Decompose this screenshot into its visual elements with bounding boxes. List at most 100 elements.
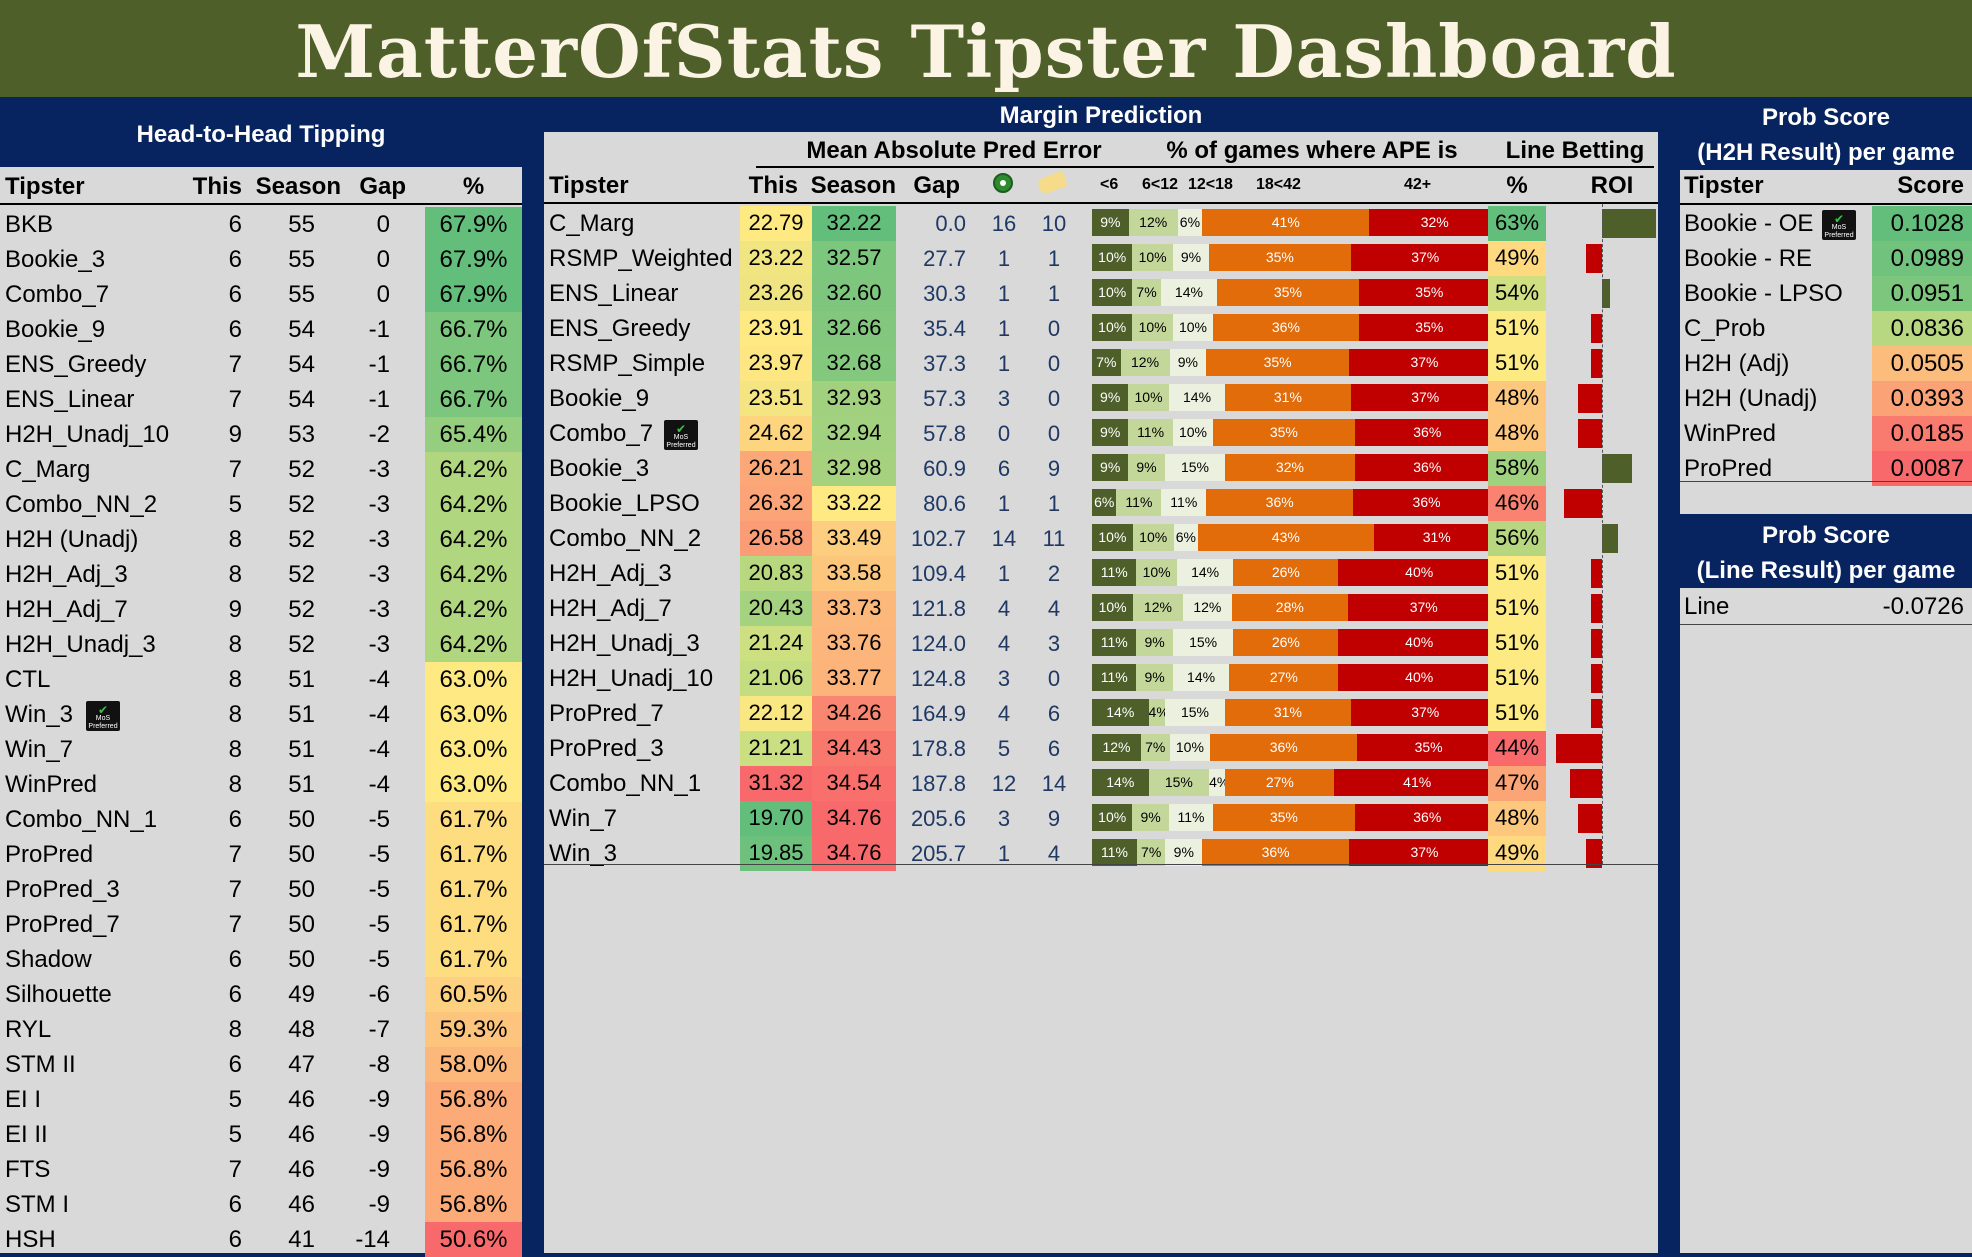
h2h-table-row: RYL 8 48 -7 59.3%: [0, 1012, 522, 1047]
ape-segment: 36%: [1210, 734, 1358, 761]
h2h-table-row: H2H (Unadj) 8 52 -3 64.2%: [0, 522, 522, 557]
roi-negative-bar: [1591, 314, 1602, 343]
ape-segment: 10%: [1172, 419, 1214, 446]
h2h-pct: 61.7%: [425, 872, 522, 907]
margin-tipster: Combo_NN_1: [549, 770, 702, 797]
checkmark-icon: ✔: [1833, 212, 1845, 226]
h2h-pct: 63.0%: [425, 767, 522, 802]
margin-tipster: Combo_NN_2: [549, 525, 702, 552]
thumbs-count: 6: [1047, 701, 1061, 726]
ape-segment: 35%: [1206, 349, 1350, 376]
correct-margin-count: 16: [991, 211, 1017, 236]
h2h-pct: 56.8%: [425, 1082, 522, 1117]
ape-segment: 4%: [1148, 699, 1165, 726]
mape-this: 19.85: [740, 836, 812, 871]
h2h-season: 50: [288, 841, 315, 868]
roi-negative-bar: [1591, 629, 1602, 658]
mape-this: 20.83: [740, 556, 812, 591]
margin-tipster: C_Marg: [549, 210, 635, 237]
h2h-this: 8: [228, 736, 242, 763]
prob-header-rule: [1680, 203, 1972, 205]
ape-segment: 36%: [1202, 839, 1350, 866]
line-pct: 51%: [1488, 696, 1546, 731]
h2h-gap: -5: [368, 806, 390, 833]
dashboard-title: MatterOfStats Tipster Dashboard: [295, 9, 1677, 94]
ape-segment: 10%: [1092, 524, 1133, 551]
h2h-col-pct: %: [462, 173, 485, 200]
h2h-season: 41: [288, 1226, 315, 1253]
mape-gap: 57.8: [923, 421, 966, 446]
mape-season: 32.68: [812, 346, 896, 381]
prob-h2h-title-line2: (H2H Result) per game: [1697, 139, 1955, 166]
h2h-tipster: ProPred: [5, 841, 94, 868]
h2h-season: 53: [288, 421, 315, 448]
h2h-tipster: ENS_Greedy: [5, 351, 147, 378]
correct-margin-count: 1: [997, 316, 1011, 341]
ape-segment: 9%: [1172, 244, 1210, 271]
mape-gap: 109.4: [910, 561, 966, 586]
h2h-gap: 0: [376, 211, 390, 238]
h2h-gap: -14: [355, 1226, 390, 1253]
h2h-season: 46: [288, 1191, 315, 1218]
margin-table-row: H2H_Adj_3 20.83 33.58 109.4 1 2 11% 10% 14% 26% 40…: [544, 556, 1658, 591]
h2h-pct: 64.2%: [425, 592, 522, 627]
line-pct: 48%: [1488, 416, 1546, 451]
ape-segment: 9%: [1132, 804, 1169, 831]
h2h-tipster: H2H_Adj_3: [5, 561, 128, 588]
ape-segment: 35%: [1357, 734, 1500, 761]
h2h-tipster: Silhouette: [5, 981, 112, 1008]
h2h-this: 8: [228, 561, 242, 588]
h2h-season: 47: [288, 1051, 315, 1078]
ape-segment: 10%: [1092, 279, 1133, 306]
prob-h2h-title-line1: Prob Score: [1761, 104, 1891, 131]
ape-segment: 31%: [1225, 384, 1351, 411]
checkmark-icon: ✔: [97, 703, 109, 717]
thumbs-up-icon: [1036, 170, 1068, 196]
mape-season: 32.66: [812, 311, 896, 346]
ape-segment: 10%: [1092, 804, 1133, 831]
ape-segment: 36%: [1206, 489, 1354, 516]
h2h-season: 54: [288, 386, 315, 413]
line-pct: 51%: [1488, 626, 1546, 661]
h2h-tipster: STM I: [5, 1191, 69, 1218]
h2h-table-row: ProPred 7 50 -5 61.7%: [0, 837, 522, 872]
mape-this: 21.24: [740, 626, 812, 661]
h2h-table-row: STM II 6 47 -8 58.0%: [0, 1047, 522, 1082]
h2h-gap: -5: [368, 946, 390, 973]
h2h-pct: 67.9%: [425, 207, 522, 242]
mape-gap: 124.8: [910, 666, 966, 691]
thumbs-count: 14: [1041, 771, 1067, 796]
roi-negative-bar: [1569, 769, 1602, 798]
h2h-this: 6: [228, 211, 242, 238]
ape-segment: 9%: [1165, 839, 1203, 866]
ape-segment: 7%: [1140, 734, 1170, 761]
ape-bin-12-18: 12<18: [1188, 176, 1233, 193]
mape-gap: 30.3: [923, 281, 966, 306]
mape-gap: 35.4: [923, 316, 966, 341]
h2h-tipster: HSH: [5, 1226, 56, 1253]
h2h-gap: 0: [376, 281, 390, 308]
h2h-pct: 65.4%: [425, 417, 522, 452]
h2h-pct: 58.0%: [425, 1047, 522, 1082]
h2h-season: 52: [288, 491, 315, 518]
prob-tipster: ProPred: [1684, 455, 1773, 482]
prob-score: 0.1028: [1872, 206, 1972, 241]
mape-this: 24.62: [740, 416, 812, 451]
margin-tipster: Combo_7: [549, 420, 654, 447]
line-pct: 51%: [1488, 591, 1546, 626]
correct-margin-count: 12: [991, 771, 1017, 796]
h2h-table-row: C_Marg 7 52 -3 64.2%: [0, 452, 522, 487]
ape-segment: 27%: [1229, 664, 1339, 691]
margin-tipster: Bookie_LPSO: [549, 490, 700, 517]
h2h-pct: 63.0%: [425, 732, 522, 767]
h2h-gap: -3: [368, 561, 390, 588]
margin-table-row: H2H_Adj_7 20.43 33.73 121.8 4 4 10% 12% 12% 28% 37…: [544, 591, 1658, 626]
mape-gap: 60.9: [923, 456, 966, 481]
thumbs-count: 0: [1047, 351, 1061, 376]
mape-this: 21.21: [740, 731, 812, 766]
h2h-gap: -4: [368, 701, 390, 728]
h2h-this: 7: [228, 841, 242, 868]
mape-this: 20.43: [740, 591, 812, 626]
h2h-season: 50: [288, 806, 315, 833]
badge-label: Preferred: [1824, 232, 1854, 239]
